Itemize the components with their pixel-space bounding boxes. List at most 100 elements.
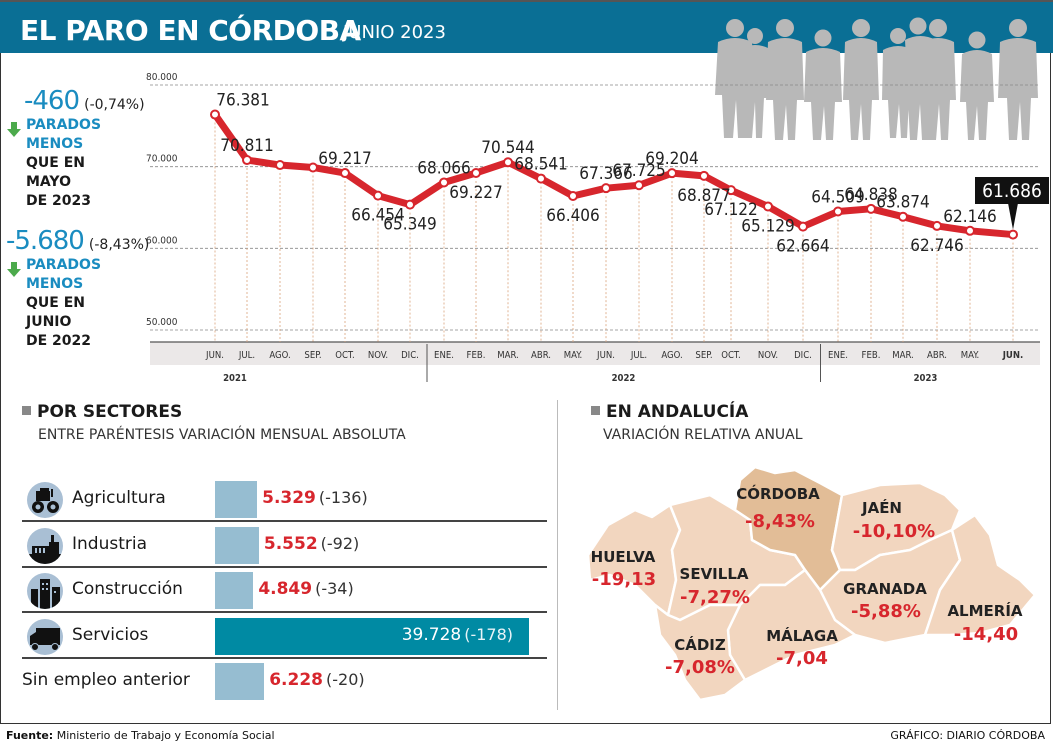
data-point	[471, 167, 481, 178]
kpi-percent: (-8,43%)	[88, 237, 150, 253]
y-tick-label: 80.000	[146, 72, 178, 83]
sector-value-number: 4.849	[258, 579, 313, 599]
x-tick-label: DIC.	[401, 350, 419, 361]
data-label-highlight: 61.686	[982, 180, 1042, 202]
andalucia-title: EN ANDALUCÍA	[591, 402, 748, 422]
province-almeria	[923, 513, 1037, 637]
sector-value: 4.849 (-34)	[258, 579, 353, 599]
kpi-line: DE 2023	[26, 193, 92, 209]
person-silhouette-icon	[960, 31, 994, 140]
data-label: 64.838	[844, 185, 898, 205]
data-label: 68.877	[677, 186, 731, 206]
data-label: 68.066	[417, 158, 471, 178]
data-label: 66.406	[546, 206, 600, 226]
data-point	[601, 183, 611, 194]
x-tick-label: AGO.	[269, 350, 290, 361]
data-point	[308, 162, 318, 173]
sector-label: Servicios	[72, 624, 149, 645]
province-name: JAÉN	[861, 498, 902, 517]
people-silhouettes-icon	[715, 17, 1038, 140]
sector-label: Agricultura	[72, 488, 166, 508]
x-tick-label: ABR.	[531, 350, 551, 361]
kpi-value: -460	[24, 86, 80, 116]
data-point	[763, 201, 773, 212]
footer-source: Fuente: Ministerio de Trabajo y Economía…	[6, 729, 275, 742]
data-label: 67.122	[704, 200, 758, 220]
kpi-line: DE 2022	[26, 333, 92, 349]
sector-value-number: 6.228	[269, 670, 323, 690]
data-point	[340, 168, 350, 179]
sector-row: Construcción 4.849 (-34)	[22, 569, 547, 613]
sector-value-number: 5.552	[263, 533, 318, 554]
sector-bar	[215, 617, 529, 655]
kpi-line: MAYO	[26, 174, 71, 190]
kpi-line: PARADOS	[26, 257, 102, 273]
x-tick-label: SEP.	[695, 350, 712, 361]
kpi-yearly-change: -5.680 (-8,43%) PARADOS MENOS QUE EN JUN…	[6, 226, 149, 351]
data-point	[726, 185, 736, 196]
x-tick-label: ENE.	[434, 350, 454, 361]
year-label: 2023	[914, 373, 938, 384]
data-point	[1008, 229, 1018, 240]
x-tick-label: JUN.	[596, 350, 615, 361]
sector-row: Industria 5.552 (-92)	[22, 524, 547, 568]
data-point	[833, 206, 843, 217]
sector-bar	[215, 572, 254, 609]
callout-box	[975, 177, 1049, 204]
data-label: 68.541	[514, 155, 568, 175]
y-tick-label: 70.000	[146, 154, 178, 165]
x-tick-label: ABR.	[927, 350, 947, 361]
x-tick-label: JUL.	[630, 350, 647, 361]
sector-change: (-20)	[326, 670, 365, 689]
data-point	[503, 157, 513, 168]
x-tick-label: SEP.	[304, 350, 321, 361]
sectors-title: POR SECTORES	[22, 402, 182, 422]
kpi-percent: (-0,74%)	[84, 97, 145, 113]
province-value: -8,43%	[745, 511, 815, 532]
section-divider	[557, 400, 558, 710]
down-arrow-icon	[7, 122, 21, 137]
person-silhouette-icon	[843, 19, 879, 140]
person-silhouette-icon	[920, 19, 956, 140]
sector-change: (-92)	[320, 533, 360, 553]
x-axis-band	[150, 342, 1040, 365]
kpi-line: MENOS	[26, 276, 84, 292]
province-name: HUELVA	[591, 548, 656, 566]
province-value: -19,13	[592, 569, 656, 590]
sector-row: Agricultura 5.329 (-136)	[22, 478, 547, 522]
kpi-line: PARADOS	[26, 117, 102, 133]
sector-label: Construcción	[72, 579, 183, 599]
kpi-value: -5.680	[6, 226, 85, 256]
x-tick-label: JUN.	[205, 350, 224, 361]
x-tick-label: MAR.	[497, 350, 519, 361]
row-divider	[22, 656, 547, 659]
sectors-subtitle: ENTRE PARÉNTESIS VARIACIÓN MENSUAL ABSOL…	[38, 427, 406, 443]
x-tick-label: JUN.	[1002, 350, 1024, 361]
sector-label: Sin empleo anterior	[22, 670, 190, 690]
x-tick-label: MAY.	[564, 350, 583, 361]
province-value: -7,08%	[665, 657, 735, 678]
sector-value-number: 5.329	[262, 488, 316, 508]
bullet-square-icon	[22, 406, 31, 415]
y-tick-label: 50.000	[146, 317, 178, 328]
sector-label: Industria	[72, 533, 148, 554]
row-divider	[22, 611, 547, 613]
callout-pointer	[1008, 203, 1018, 230]
y-tick-label: 60.000	[146, 235, 178, 246]
data-label: 69.217	[318, 149, 372, 169]
andalucia-map: CÓRDOBA -8,43% JAÉN -10,10% HUELVA -19,13 SEVI…	[586, 465, 1037, 702]
x-tick-label: ENE.	[828, 350, 848, 361]
sector-change: (-178)	[464, 624, 513, 644]
x-tick-label: NOV.	[368, 350, 388, 361]
data-label: 62.746	[910, 236, 964, 256]
year-label: 2022	[612, 373, 636, 384]
data-label: 70.544	[481, 138, 535, 158]
data-label: 65.129	[741, 216, 795, 236]
data-point	[210, 109, 220, 120]
province-value: -5,88%	[851, 601, 921, 622]
sectors-title-text: POR SECTORES	[37, 402, 183, 422]
footer-source-label: Fuente:	[6, 729, 54, 742]
data-point	[699, 170, 709, 181]
year-label: 2021	[223, 373, 247, 384]
unemployment-line-chart: 80.000 70.000 60.000 50.000 JUN. JUL. AGO. SEP.…	[146, 72, 1049, 384]
